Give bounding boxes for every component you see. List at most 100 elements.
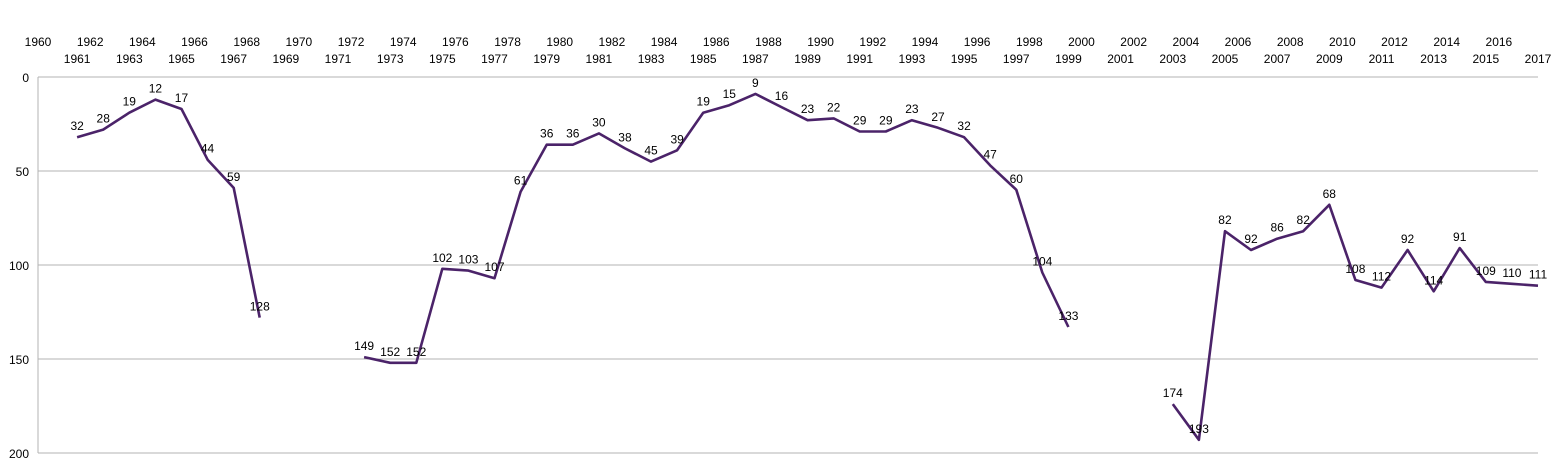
data-label: 61 <box>514 174 528 188</box>
x-tick-label: 1998 <box>1016 35 1043 49</box>
y-axis-ticks: 0 50 100 150 200 <box>9 71 29 460</box>
y-tick-label: 100 <box>9 259 29 273</box>
data-label: 9 <box>752 76 759 90</box>
x-tick-label: 2015 <box>1472 52 1499 66</box>
x-tick-label: 2013 <box>1420 52 1447 66</box>
data-label: 17 <box>175 91 189 105</box>
x-tick-label: 2007 <box>1264 52 1291 66</box>
series-line-segment <box>363 92 1070 365</box>
x-tick-label: 1988 <box>755 35 782 49</box>
data-label: 109 <box>1476 264 1496 278</box>
y-tick-label: 50 <box>16 165 30 179</box>
x-tick-label: 2011 <box>1369 52 1395 66</box>
x-tick-label: 1973 <box>377 52 404 66</box>
x-tick-label: 1970 <box>286 35 313 49</box>
x-tick-label: 2017 <box>1525 52 1552 66</box>
x-tick-label: 2008 <box>1277 35 1304 49</box>
x-tick-label: 1999 <box>1055 52 1082 66</box>
data-label: 12 <box>149 82 163 96</box>
series-line-segment <box>1171 203 1539 442</box>
x-tick-label: 1975 <box>429 52 456 66</box>
data-label: 193 <box>1189 422 1209 436</box>
x-tick-label: 2000 <box>1068 35 1095 49</box>
x-tick-label: 1994 <box>912 35 939 49</box>
y-tick-label: 150 <box>9 353 29 367</box>
x-tick-label: 1995 <box>951 52 978 66</box>
x-tick-label: 1986 <box>703 35 730 49</box>
series-lines <box>76 92 1539 442</box>
x-tick-label: 1971 <box>325 52 352 66</box>
x-tick-label: 2003 <box>1159 52 1186 66</box>
x-tick-label: 2016 <box>1486 35 1513 49</box>
data-label: 44 <box>201 142 215 156</box>
x-tick-label: 1972 <box>338 35 365 49</box>
data-label: 149 <box>354 339 374 353</box>
data-label: 16 <box>775 89 789 103</box>
data-label: 133 <box>1058 309 1078 323</box>
data-label: 27 <box>931 110 945 124</box>
data-label: 28 <box>97 112 111 126</box>
x-tick-label: 2002 <box>1120 35 1147 49</box>
data-label: 60 <box>1010 172 1024 186</box>
x-tick-label: 2005 <box>1212 52 1239 66</box>
x-tick-label: 1990 <box>807 35 834 49</box>
data-label: 30 <box>592 115 606 129</box>
x-tick-label: 1989 <box>794 52 821 66</box>
data-label: 47 <box>983 147 997 161</box>
x-tick-label: 1974 <box>390 35 417 49</box>
x-tick-label: 1961 <box>64 52 91 66</box>
x-tick-label: 1987 <box>742 52 769 66</box>
x-tick-label: 2009 <box>1316 52 1343 66</box>
data-label: 103 <box>458 253 478 267</box>
data-label: 82 <box>1218 213 1232 227</box>
data-label: 111 <box>1529 268 1548 282</box>
data-label: 29 <box>853 114 867 128</box>
x-tick-label: 1976 <box>442 35 469 49</box>
data-label: 104 <box>1032 255 1052 269</box>
x-tick-label: 1969 <box>272 52 299 66</box>
x-tick-label: 1977 <box>481 52 508 66</box>
data-label: 23 <box>801 102 815 116</box>
x-tick-label: 2010 <box>1329 35 1356 49</box>
data-label: 82 <box>1297 213 1311 227</box>
x-tick-label: 1964 <box>129 35 156 49</box>
x-tick-label: 1963 <box>116 52 143 66</box>
data-label: 92 <box>1401 232 1415 246</box>
x-tick-label: 1997 <box>1003 52 1030 66</box>
data-label: 108 <box>1345 262 1365 276</box>
x-tick-label: 2014 <box>1433 35 1460 49</box>
x-tick-label: 2001 <box>1107 52 1134 66</box>
data-label: 86 <box>1270 221 1284 235</box>
data-label: 102 <box>432 251 452 265</box>
x-tick-label: 1960 <box>25 35 52 49</box>
x-tick-label: 1978 <box>494 35 521 49</box>
x-tick-label: 1984 <box>651 35 678 49</box>
data-label: 15 <box>723 87 737 101</box>
series-line-segment <box>76 98 261 318</box>
x-tick-label: 1962 <box>77 35 104 49</box>
y-tick-label: 200 <box>9 447 29 460</box>
x-axis-ticks: 1960 1961 1962 1963 1964 1965 1966 1967 1968 1969… <box>25 35 1552 66</box>
x-tick-label: 1967 <box>220 52 247 66</box>
data-label: 114 <box>1424 273 1443 287</box>
x-tick-label: 1996 <box>964 35 991 49</box>
data-label: 23 <box>905 102 919 116</box>
x-tick-label: 2012 <box>1381 35 1408 49</box>
data-label: 68 <box>1323 187 1337 201</box>
data-label: 107 <box>485 260 505 274</box>
data-label: 32 <box>70 119 84 133</box>
data-label: 92 <box>1244 232 1258 246</box>
x-tick-label: 1985 <box>690 52 717 66</box>
x-tick-label: 2004 <box>1172 35 1199 49</box>
data-label: 38 <box>618 130 632 144</box>
x-tick-label: 1966 <box>181 35 208 49</box>
x-tick-label: 1993 <box>899 52 926 66</box>
x-tick-label: 1980 <box>546 35 573 49</box>
data-label: 91 <box>1453 230 1467 244</box>
x-tick-label: 1965 <box>168 52 195 66</box>
y-tick-label: 0 <box>22 71 29 85</box>
x-tick-label: 1981 <box>586 52 613 66</box>
x-tick-label: 1992 <box>859 35 886 49</box>
